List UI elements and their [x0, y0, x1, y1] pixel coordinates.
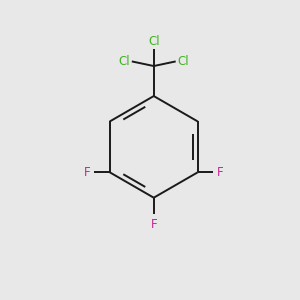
Text: Cl: Cl: [148, 35, 160, 48]
Text: F: F: [84, 166, 91, 179]
Text: Cl: Cl: [177, 55, 189, 68]
Text: F: F: [150, 218, 157, 231]
Text: Cl: Cl: [119, 55, 130, 68]
Text: F: F: [217, 166, 223, 179]
